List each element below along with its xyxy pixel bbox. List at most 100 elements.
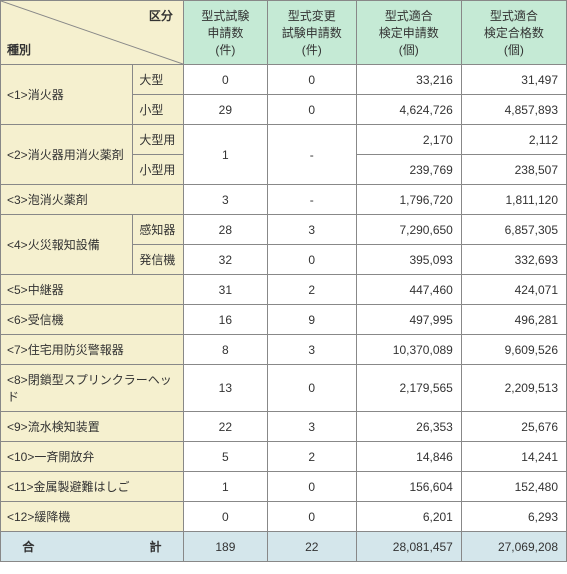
value-cell: 9	[267, 305, 356, 335]
value-cell: 2	[267, 275, 356, 305]
value-cell: 239,769	[356, 155, 461, 185]
col-header-4: 型式適合 検定合格数 (個)	[461, 1, 566, 65]
value-cell: 0	[267, 472, 356, 502]
sub-cell: 感知器	[133, 215, 184, 245]
value-cell: 2,170	[356, 125, 461, 155]
value-cell: 10,370,089	[356, 335, 461, 365]
value-cell: 13	[183, 365, 267, 412]
value-cell: 14,241	[461, 442, 566, 472]
hdr-line: 型式適合	[490, 9, 538, 23]
sub-cell: 発信機	[133, 245, 184, 275]
value-cell: 6,857,305	[461, 215, 566, 245]
table-row: <12>緩降機 0 0 6,201 6,293	[1, 502, 567, 532]
cat-cell: <2>消火器用消火薬剤	[1, 125, 133, 185]
sub-cell: 小型	[133, 95, 184, 125]
hdr-line: (個)	[504, 43, 524, 57]
hdr-line: 型式変更	[288, 9, 336, 23]
value-cell: 9,609,526	[461, 335, 566, 365]
hdr-line: 申請数	[207, 26, 243, 40]
total-value: 28,081,457	[356, 532, 461, 562]
value-cell: 238,507	[461, 155, 566, 185]
sub-cell: 小型用	[133, 155, 184, 185]
value-cell: 497,995	[356, 305, 461, 335]
value-cell: 29	[183, 95, 267, 125]
value-cell: 32	[183, 245, 267, 275]
cat-cell: <10>一斉開放弁	[1, 442, 184, 472]
cat-cell: <5>中継器	[1, 275, 184, 305]
total-value: 22	[267, 532, 356, 562]
hdr-line: 試験申請数	[282, 26, 342, 40]
value-cell: 0	[267, 95, 356, 125]
value-cell: 22	[183, 412, 267, 442]
total-value: 27,069,208	[461, 532, 566, 562]
value-cell: 332,693	[461, 245, 566, 275]
value-cell: 1	[183, 125, 267, 185]
value-cell: 6,293	[461, 502, 566, 532]
col-header-1: 型式試験 申請数 (件)	[183, 1, 267, 65]
cat-cell: <12>緩降機	[1, 502, 184, 532]
data-table: 区分 種別 型式試験 申請数 (件) 型式変更 試験申請数 (件) 型式適合 検…	[0, 0, 567, 562]
cat-cell: <6>受信機	[1, 305, 184, 335]
hdr-line: (件)	[215, 43, 235, 57]
value-cell: 4,857,893	[461, 95, 566, 125]
table-row: <11>金属製避難はしご 1 0 156,604 152,480	[1, 472, 567, 502]
corner-cell: 区分 種別	[1, 1, 184, 65]
value-cell: 7,290,650	[356, 215, 461, 245]
total-value: 189	[183, 532, 267, 562]
value-cell: 28	[183, 215, 267, 245]
value-cell: 5	[183, 442, 267, 472]
value-cell: 0	[183, 502, 267, 532]
table-row: <5>中継器 31 2 447,460 424,071	[1, 275, 567, 305]
value-cell: 3	[183, 185, 267, 215]
value-cell: 496,281	[461, 305, 566, 335]
value-cell: 0	[267, 502, 356, 532]
cat-cell: <9>流水検知装置	[1, 412, 184, 442]
value-cell: 1,796,720	[356, 185, 461, 215]
value-cell: 3	[267, 215, 356, 245]
value-cell: 33,216	[356, 65, 461, 95]
value-cell: 31	[183, 275, 267, 305]
cat-cell: <11>金属製避難はしご	[1, 472, 184, 502]
cat-cell: <4>火災報知設備	[1, 215, 133, 275]
sub-cell: 大型用	[133, 125, 184, 155]
total-label-text: 合計	[22, 538, 161, 555]
value-cell: -	[267, 185, 356, 215]
value-cell: 1	[183, 472, 267, 502]
value-cell: 3	[267, 335, 356, 365]
hdr-line: 検定合格数	[484, 26, 544, 40]
total-label: 合計	[1, 532, 184, 562]
value-cell: 0	[267, 65, 356, 95]
table-row: <7>住宅用防災警報器 8 3 10,370,089 9,609,526	[1, 335, 567, 365]
cat-cell: <3>泡消火薬剤	[1, 185, 184, 215]
value-cell: 26,353	[356, 412, 461, 442]
value-cell: 25,676	[461, 412, 566, 442]
value-cell: 0	[267, 365, 356, 412]
value-cell: 31,497	[461, 65, 566, 95]
value-cell: 2,112	[461, 125, 566, 155]
value-cell: 8	[183, 335, 267, 365]
total-row: 合計 189 22 28,081,457 27,069,208	[1, 532, 567, 562]
value-cell: 1,811,120	[461, 185, 566, 215]
value-cell: 447,460	[356, 275, 461, 305]
value-cell: 6,201	[356, 502, 461, 532]
table-row: <8>閉鎖型スプリンクラーヘッド 13 0 2,179,565 2,209,51…	[1, 365, 567, 412]
cat-cell: <7>住宅用防災警報器	[1, 335, 184, 365]
col-header-2: 型式変更 試験申請数 (件)	[267, 1, 356, 65]
value-cell: 3	[267, 412, 356, 442]
cat-cell: <1>消火器	[1, 65, 133, 125]
table-row: <6>受信機 16 9 497,995 496,281	[1, 305, 567, 335]
table-row: <4>火災報知設備 感知器 28 3 7,290,650 6,857,305	[1, 215, 567, 245]
table-row: <3>泡消火薬剤 3 - 1,796,720 1,811,120	[1, 185, 567, 215]
value-cell: 4,624,726	[356, 95, 461, 125]
hdr-line: (個)	[399, 43, 419, 57]
value-cell: 16	[183, 305, 267, 335]
table-row: <2>消火器用消火薬剤 大型用 1 - 2,170 2,112	[1, 125, 567, 155]
table-wrapper: 区分 種別 型式試験 申請数 (件) 型式変更 試験申請数 (件) 型式適合 検…	[0, 0, 567, 562]
sub-cell: 大型	[133, 65, 184, 95]
value-cell: 0	[267, 245, 356, 275]
cat-cell: <8>閉鎖型スプリンクラーヘッド	[1, 365, 184, 412]
value-cell: 2,179,565	[356, 365, 461, 412]
corner-label-bottom: 種別	[7, 41, 31, 58]
value-cell: 424,071	[461, 275, 566, 305]
hdr-line: (件)	[302, 43, 322, 57]
